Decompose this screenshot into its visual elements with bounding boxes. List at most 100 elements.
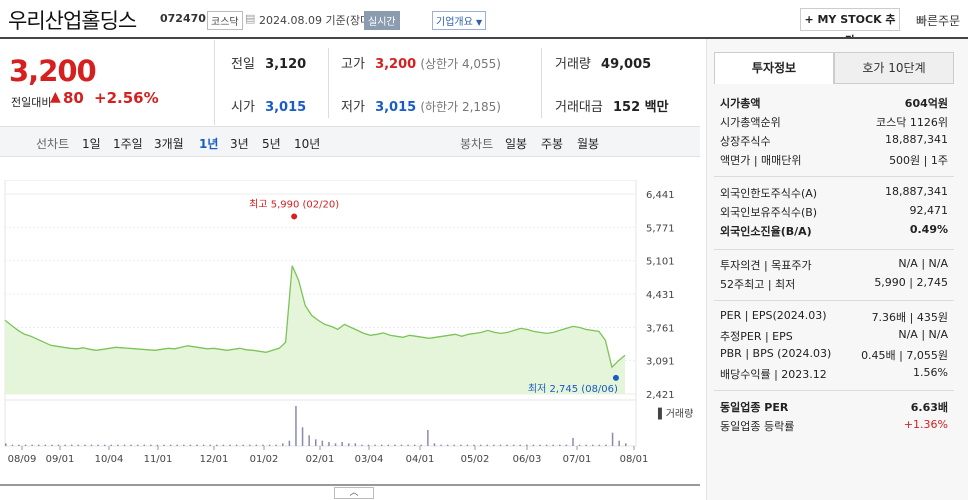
volume-bar (380, 444, 383, 446)
volume-bar (315, 439, 317, 446)
volume-bar (255, 444, 258, 446)
volume-bar (407, 444, 409, 446)
up-triangle-icon: ▲ (50, 89, 61, 105)
candle-monthly[interactable]: 월봉 (577, 137, 600, 151)
header-divider (0, 37, 968, 39)
volume-bar (526, 444, 528, 446)
volume-bar (110, 444, 113, 446)
collapse-chart-button[interactable]: ︿ (334, 487, 374, 499)
volume-bar (565, 444, 568, 446)
invest-info-value: N/A | N/A (898, 257, 948, 270)
volume-bar (446, 444, 449, 446)
invest-info-row: PBR | BPS (2024.03) 0.45배 | 7,055원 (720, 347, 948, 363)
high-value: 3,200 (375, 57, 417, 72)
volume-bar (572, 438, 574, 446)
volume-bar (103, 444, 106, 446)
volume-bar (275, 444, 277, 446)
y-tick-label: 2,421 (646, 390, 675, 400)
period-5y[interactable]: 5년 (262, 137, 281, 151)
period-1d[interactable]: 1일 (82, 137, 101, 151)
panel-divider (714, 249, 954, 250)
volume-bar (427, 430, 429, 446)
change-percent: +2.56% (94, 89, 159, 107)
panel-divider (714, 390, 954, 391)
period-bar: 선차트 1일 1주일 3개월 1년 3년 5년 10년 봉차트 일봉 주봉 월봉 (0, 126, 700, 157)
company-info-label: 기업개요 (436, 17, 473, 28)
invest-info-key: 외국인보유주식수(B) (720, 206, 818, 219)
max-label: 최고 5,990 (02/20) (249, 198, 339, 210)
volume-bar (479, 444, 482, 446)
period-1y[interactable]: 1년 (199, 137, 219, 151)
volume-bar (486, 444, 488, 446)
invest-info-key: 동일업종 PER (720, 401, 789, 414)
x-tick-label: 06/03 (513, 454, 542, 465)
chevron-down-icon: ▼ (476, 18, 483, 27)
volume-bar (578, 444, 581, 446)
volume-bar (156, 444, 159, 446)
calendar-icon: ▤ (245, 12, 256, 25)
volume-bar (473, 444, 475, 446)
volume-bar (189, 444, 192, 446)
y-tick-label: 5,771 (646, 223, 675, 234)
volume-bar (625, 443, 627, 446)
invest-info-row: PER | EPS(2024.03) 7.36배 | 435원 (720, 309, 948, 325)
invest-info-key: 동일업종 등락률 (720, 420, 795, 433)
volume-bar (506, 444, 508, 446)
period-3m[interactable]: 3개월 (154, 137, 184, 151)
open-value: 3,015 (265, 100, 307, 115)
invest-info-row: 동일업종 PER 6.63배 (720, 399, 948, 415)
volume-bar (249, 444, 251, 446)
candle-weekly[interactable]: 주봉 (541, 137, 564, 151)
volume-bar (420, 444, 423, 446)
invest-info-key: PER | EPS(2024.03) (720, 309, 827, 322)
period-1w[interactable]: 1주일 (113, 137, 143, 151)
change-label: 전일대비 (11, 96, 52, 109)
add-my-stock-button[interactable]: + MY STOCK 추가 (800, 8, 900, 47)
volume-bar (618, 440, 620, 446)
volume-bar (605, 444, 607, 446)
volume-bar (209, 444, 211, 446)
invest-info-value: 0.49% (909, 223, 948, 236)
volume-bar (183, 444, 185, 446)
line-chart-label: 선차트 (36, 137, 70, 151)
volume-bar (585, 444, 587, 446)
quick-order-button[interactable]: 빠른주문 (916, 14, 961, 28)
volume-bar (453, 444, 456, 446)
period-3y[interactable]: 3년 (230, 137, 249, 151)
volume-bar (216, 444, 218, 446)
invest-info-row: 외국인한도주식수(A) 18,887,341 (720, 185, 948, 201)
volume-bar (31, 444, 33, 446)
volume-bar (282, 443, 284, 446)
invest-info-row: 외국인소진율(B/A) 0.49% (720, 223, 948, 239)
volume-bar (18, 444, 20, 446)
volume-bar (413, 444, 416, 446)
invest-info-row: 시가총액순위 코스닥 1126위 (720, 114, 948, 130)
volume-bar (341, 442, 343, 446)
market-badge: 코스닥 (207, 11, 243, 30)
invest-info-value: 7.36배 | 435원 (871, 311, 948, 324)
volume-bar (466, 444, 469, 446)
x-tick-label: 12/01 (200, 454, 229, 465)
realtime-button[interactable]: 실시간 (364, 11, 400, 30)
volume-bar (512, 444, 515, 446)
volume-bar (117, 444, 119, 446)
volume-bar (222, 444, 225, 446)
volume-bar (611, 432, 614, 446)
company-info-dropdown[interactable]: 기업개요 ▼ (432, 11, 487, 30)
volume-bar (387, 444, 390, 446)
volume-bar (202, 444, 205, 446)
invest-info-key: PBR | BPS (2024.03) (720, 347, 832, 360)
volume-label: 거래량 (555, 57, 591, 72)
volume-bar (354, 443, 357, 446)
period-10y[interactable]: 10년 (294, 137, 321, 151)
candle-daily[interactable]: 일봉 (505, 137, 528, 151)
tab-order-book[interactable]: 호가 10단계 (834, 52, 954, 84)
invest-info-value: 0.45배 | 7,055원 (861, 349, 948, 362)
tab-invest-info[interactable]: 투자정보 (714, 52, 834, 84)
volume-bar (288, 440, 291, 446)
invest-info-value: 92,471 (909, 204, 949, 217)
invest-info-row: 투자의견 | 목표주가 N/A | N/A (720, 257, 948, 273)
invest-info-key: 외국인소진율(B/A) (720, 225, 812, 238)
price-chart[interactable]: 6,441 5,771 5,101 4,431 3,761 3,091 2,421 최고 5,… (0, 180, 700, 400)
volume-bar (592, 444, 594, 446)
